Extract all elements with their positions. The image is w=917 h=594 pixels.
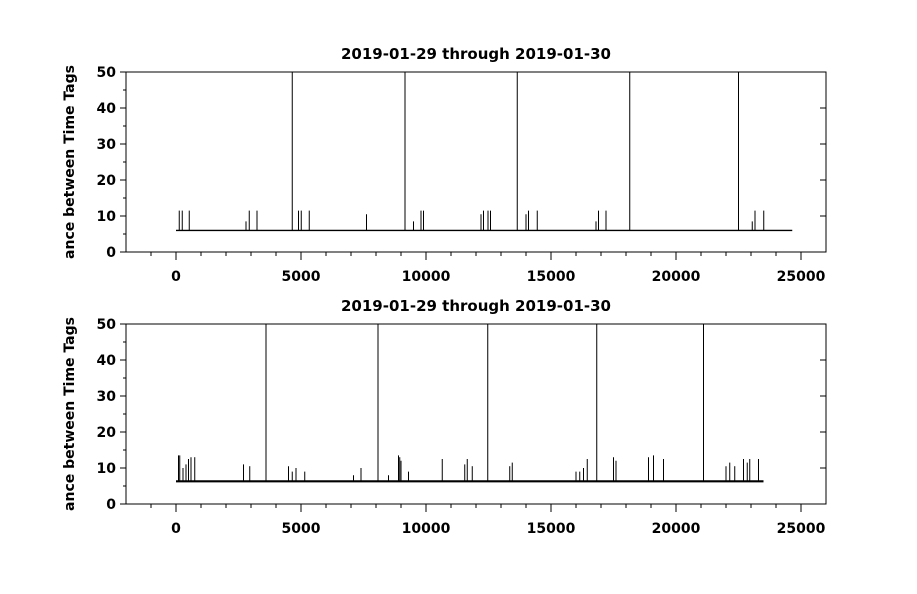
y-tick-label: 30 [97,137,117,153]
plot-frame [125,71,827,253]
chart-panel-bottom: 2019-01-29 through 2019-01-30 ance betwee… [62,297,827,537]
y-tick-label: 0 [106,497,116,513]
y-tick-label: 40 [97,101,117,117]
chart-panel-top: 2019-01-29 through 2019-01-30 ance betwee… [62,45,827,285]
y-tick-label: 50 [97,65,117,81]
x-tick-label: 5000 [282,521,321,537]
x-tick-label: 0 [171,521,181,537]
x-tick-label: 20000 [652,269,701,285]
y-tick-label: 20 [97,425,117,441]
y-tick-label: 10 [97,461,117,477]
plot-frame [125,323,827,505]
x-tick-label: 15000 [527,521,576,537]
x-tick-label: 0 [171,269,181,285]
y-axis-label: ance between Time Tags [62,65,78,259]
x-tick-label: 20000 [652,521,701,537]
y-tick-label: 50 [97,317,117,333]
x-tick-label: 25000 [777,269,826,285]
y-tick-label: 0 [106,245,116,261]
y-tick-label: 20 [97,173,117,189]
chart-title: 2019-01-29 through 2019-01-30 [341,297,611,315]
x-tick-label: 25000 [777,521,826,537]
y-axis-label: ance between Time Tags [62,317,78,511]
y-tick-label: 10 [97,209,117,225]
chart-title: 2019-01-29 through 2019-01-30 [341,45,611,63]
x-tick-label: 10000 [402,521,451,537]
y-tick-label: 40 [97,353,117,369]
x-tick-label: 15000 [527,269,576,285]
x-tick-label: 10000 [402,269,451,285]
x-tick-label: 5000 [282,269,321,285]
y-tick-label: 30 [97,389,117,405]
